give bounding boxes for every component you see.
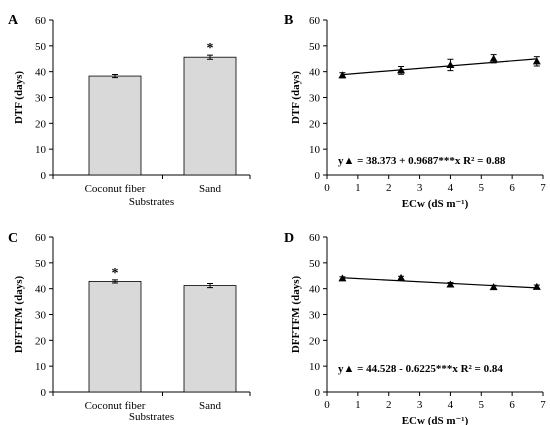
panel-d-data-point-4 (489, 283, 498, 291)
panel-b-y-tick-label: 30 (309, 93, 321, 105)
panel-b-x-tick-label: 6 (509, 182, 515, 194)
panel-b-y-tick-label: 20 (309, 118, 321, 130)
panel-d-x-tick-label: 1 (355, 399, 361, 411)
panel-d-y-tick-label: 40 (309, 284, 321, 296)
panel-d-data-point-3 (446, 280, 455, 288)
panel-b-equation: y▲ = 38.373 + 0.9687***x R² = 0.88 (338, 155, 506, 167)
panel-d-y-tick-label: 0 (315, 387, 321, 399)
panel-c-y-axis-title: DFFTFM (days) (13, 276, 25, 354)
panel-d-data-point-5 (532, 282, 541, 290)
panel-d-y-tick-label: 30 (309, 310, 321, 322)
panel-c-letter: C (8, 231, 18, 246)
panel-b-data-point-2 (397, 66, 406, 74)
panel-d-y-axis-title: DFFTFM (days) (290, 276, 302, 354)
panel-c-category-label: Sand (199, 400, 222, 412)
panel-a-bar-1 (88, 75, 142, 176)
panel-c-y-tick-label: 0 (41, 387, 47, 399)
panel-d-equation: y▲ = 44.528 - 0.6225***x R² = 0.84 (338, 363, 503, 375)
panel-b-y-tick-label: 10 (309, 144, 321, 156)
panel-a-category-label: Sand (199, 183, 222, 195)
panel-a-y-tick-label: 60 (35, 15, 47, 27)
panel-a-bar-2 (183, 56, 237, 176)
panel-d-regression-line (342, 277, 537, 289)
panel-c-y-tick-label: 50 (35, 258, 47, 270)
panel-d-y-tick-label: 60 (309, 232, 321, 244)
panel-b-y-axis-title: DTF (days) (290, 71, 302, 124)
panel-a-y-tick-label: 10 (35, 144, 47, 156)
panel-a-significance-mark: * (207, 41, 214, 56)
panel-c-bar-2 (183, 285, 237, 393)
panel-d-y-tick-label: 20 (309, 335, 321, 347)
panel-c-category-label: Coconut fiber (85, 400, 146, 412)
panel-d-x-tick-label: 6 (509, 399, 515, 411)
panel-b-x-tick-label: 0 (324, 182, 330, 194)
panel-a-y-tick-label: 30 (35, 93, 47, 105)
panel-b-data-point-4 (489, 54, 498, 62)
panel-b-x-tick-label: 7 (540, 182, 546, 194)
panel-c-y-tick-label: 10 (35, 361, 47, 373)
panel-d-x-tick-label: 5 (479, 399, 485, 411)
panel-d: D 0 10 20 30 40 50 60 DFFTFM (days) 0 1 2 3 4 5 6 7 y▲ = … (284, 231, 546, 425)
panel-d-x-tick-label: 0 (324, 399, 330, 411)
panel-b-y-tick-label: 50 (309, 41, 321, 53)
panel-a: A 0 10 20 30 40 50 60 DTF (days) Coconut fiber * Sa… (8, 13, 251, 208)
panel-a-y-tick-label: 40 (35, 67, 47, 79)
panel-d-letter: D (284, 231, 294, 246)
panel-b-regression-line (342, 58, 537, 76)
panel-a-category-label: Coconut fiber (85, 183, 146, 195)
panel-c-x-axis-title: Substrates (129, 411, 174, 423)
panel-d-data-point-2 (397, 273, 406, 281)
panel-d-y-tick-label: 10 (309, 361, 321, 373)
panel-b-data-point-3 (446, 60, 455, 68)
panel-d-x-tick-label: 4 (448, 399, 454, 411)
panel-c-y-tick-label: 40 (35, 284, 47, 296)
panel-b-data-point-5 (532, 57, 541, 65)
panel-b-x-tick-label: 2 (386, 182, 392, 194)
panel-b-data-point-1 (338, 71, 347, 79)
panel-a-y-tick-label: 0 (41, 170, 47, 182)
panel-b-y-tick-label: 0 (315, 170, 321, 182)
panel-a-x-axis-title: Substrates (129, 196, 174, 208)
panel-b-x-axis-title: ECw (dS m⁻¹) (402, 198, 469, 210)
panel-d-x-tick-label: 2 (386, 399, 392, 411)
panel-b-y-tick-label: 40 (309, 67, 321, 79)
panel-d-data-point-1 (338, 274, 347, 282)
panel-b-x-tick-label: 3 (417, 182, 423, 194)
panel-d-x-tick-label: 3 (417, 399, 423, 411)
panel-c-significance-mark: * (112, 266, 119, 281)
panel-d-y-tick-label: 50 (309, 258, 321, 270)
panel-a-letter: A (8, 13, 19, 28)
panel-b-x-tick-label: 5 (479, 182, 485, 194)
panel-d-x-tick-label: 7 (540, 399, 546, 411)
panel-b: B 0 10 20 30 40 50 60 DTF (days) 0 1 2 3 4 5 6 7 y▲ = 38.… (284, 13, 546, 210)
panel-b-x-tick-label: 4 (448, 182, 454, 194)
panel-c-y-tick-label: 30 (35, 310, 47, 322)
panel-c-y-tick-label: 60 (35, 232, 47, 244)
panel-b-y-tick-label: 60 (309, 15, 321, 27)
panel-c-bar-1 (88, 281, 142, 393)
panel-b-letter: B (284, 13, 293, 28)
panel-a-y-tick-label: 20 (35, 118, 47, 130)
panel-c: C 0 10 20 30 40 50 60 DFFTFM (days) * Coconut fibe… (8, 231, 251, 423)
panel-c-y-tick-label: 20 (35, 335, 47, 347)
panel-d-x-axis-title: ECw (dS m⁻¹) (402, 415, 469, 425)
panel-b-x-tick-label: 1 (355, 182, 361, 194)
panel-a-y-tick-label: 50 (35, 41, 47, 53)
panel-a-y-axis-title: DTF (days) (13, 71, 25, 124)
